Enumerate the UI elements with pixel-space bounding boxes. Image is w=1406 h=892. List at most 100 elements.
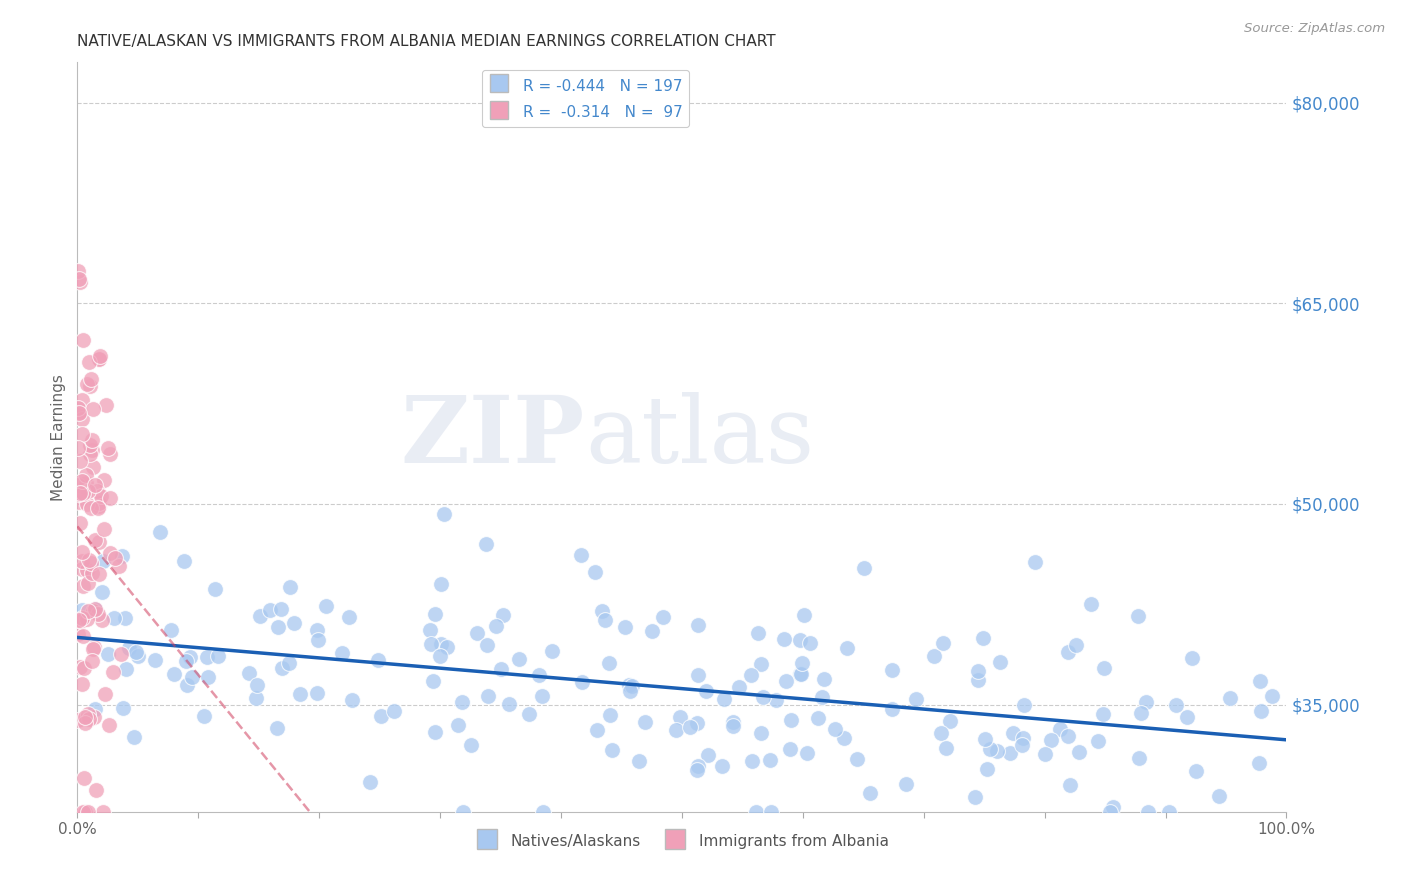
Point [571, 548, 593, 562]
Point [749, 726, 772, 740]
Point [70, 474, 93, 488]
Point [179, 649, 201, 664]
Point [267, 620, 290, 634]
Point [759, 753, 782, 767]
Point [87, 496, 110, 510]
Point [491, 662, 513, 676]
Point [76, 377, 98, 392]
Point [1049, 723, 1071, 737]
Point [1219, 691, 1241, 706]
Point [98, 491, 121, 505]
Point [70, 603, 93, 617]
Point [89, 349, 111, 363]
Point [686, 764, 709, 778]
Point [425, 607, 447, 621]
Point [972, 632, 994, 646]
Point [780, 713, 803, 727]
Point [118, 641, 141, 656]
Point [541, 644, 564, 658]
Point [91, 553, 114, 567]
Point [110, 647, 132, 661]
Point [882, 663, 904, 677]
Point [72, 486, 94, 500]
Point [790, 657, 813, 671]
Point [627, 754, 650, 768]
Point [86, 607, 108, 621]
Point [266, 721, 288, 735]
Y-axis label: Median Earnings: Median Earnings [51, 374, 66, 500]
Point [530, 689, 553, 703]
Point [82, 460, 104, 475]
Point [932, 636, 955, 650]
Point [70, 554, 93, 568]
Point [77, 604, 100, 618]
Point [641, 624, 664, 639]
Point [69, 516, 91, 530]
Point [835, 641, 858, 656]
Point [91, 805, 114, 819]
Point [1185, 764, 1208, 778]
Point [305, 624, 328, 638]
Point [1039, 733, 1062, 747]
Point [73, 661, 96, 675]
Point [82, 604, 104, 618]
Point [66, 442, 89, 456]
Point [811, 690, 834, 704]
Point [1249, 673, 1271, 688]
Point [430, 636, 453, 650]
Point [76, 805, 98, 819]
Point [475, 638, 498, 652]
Point [76, 484, 98, 499]
Point [73, 772, 96, 786]
Point [789, 666, 811, 681]
Point [193, 709, 215, 723]
Point [89, 535, 111, 549]
Point [832, 731, 855, 746]
Point [966, 673, 988, 687]
Point [1012, 698, 1035, 712]
Text: Source: ZipAtlas.com: Source: ZipAtlas.com [1244, 22, 1385, 36]
Point [108, 559, 131, 574]
Point [176, 678, 198, 692]
Point [931, 725, 953, 739]
Point [122, 730, 145, 744]
Point [370, 708, 392, 723]
Point [103, 611, 125, 625]
Point [614, 620, 637, 634]
Point [76, 612, 98, 626]
Point [195, 649, 218, 664]
Point [1102, 800, 1125, 814]
Point [384, 704, 406, 718]
Point [72, 333, 94, 347]
Point [745, 805, 768, 819]
Point [246, 678, 269, 692]
Point [69, 454, 91, 468]
Point [70, 561, 93, 575]
Point [1130, 706, 1153, 721]
Point [305, 686, 328, 700]
Point [749, 657, 772, 672]
Point [688, 759, 710, 773]
Point [84, 602, 107, 616]
Point [433, 508, 456, 522]
Point [94, 398, 117, 412]
Point [180, 670, 202, 684]
Point [765, 693, 787, 707]
Point [686, 618, 709, 632]
Point [583, 565, 606, 579]
Point [75, 467, 97, 482]
Point [75, 805, 97, 819]
Point [894, 777, 917, 791]
Legend: Natives/Alaskans, Immigrants from Albania: Natives/Alaskans, Immigrants from Albani… [470, 826, 894, 856]
Point [80, 372, 103, 386]
Point [111, 701, 134, 715]
Point [270, 661, 292, 675]
Point [72, 629, 94, 643]
Point [598, 656, 620, 670]
Point [924, 649, 946, 664]
Point [283, 615, 305, 630]
Point [98, 446, 121, 460]
Point [1247, 756, 1270, 770]
Point [97, 647, 120, 661]
Point [846, 752, 869, 766]
